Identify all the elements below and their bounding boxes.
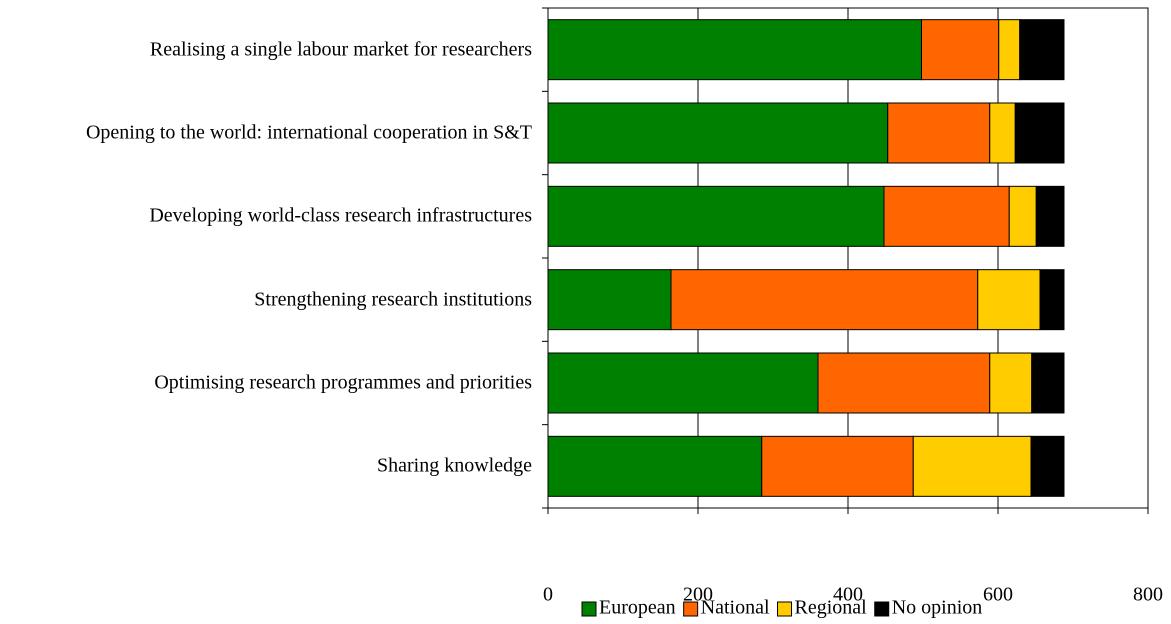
bar bbox=[817, 352, 991, 414]
bar bbox=[1031, 352, 1065, 414]
bar bbox=[883, 185, 1010, 247]
bar bbox=[998, 19, 1021, 81]
legend-label: National bbox=[701, 597, 770, 619]
legend-swatch bbox=[683, 601, 699, 617]
legend-swatch bbox=[581, 601, 597, 617]
y-tick-label: Strengthening research institutions bbox=[254, 288, 532, 311]
x-tick-label: 200 bbox=[683, 584, 713, 606]
legend-label: Regional bbox=[795, 597, 868, 619]
legend-swatch bbox=[777, 601, 793, 617]
y-tick-label: Opening to the world: international coop… bbox=[85, 121, 532, 144]
legend-label: No opinion bbox=[892, 597, 983, 619]
bar bbox=[1019, 19, 1065, 81]
bar bbox=[921, 19, 1000, 81]
bar bbox=[547, 185, 885, 247]
y-tick-label: Realising a single labour market for res… bbox=[149, 38, 532, 61]
bar bbox=[547, 435, 763, 497]
y-tick-label: Sharing knowledge bbox=[377, 454, 532, 477]
bar bbox=[1035, 185, 1065, 247]
x-tick-label: 0 bbox=[543, 584, 553, 606]
bar bbox=[977, 269, 1041, 331]
bar bbox=[761, 435, 914, 497]
legend-label: European bbox=[599, 597, 676, 619]
bar bbox=[1014, 102, 1065, 164]
bar bbox=[1030, 435, 1065, 497]
bar bbox=[547, 102, 889, 164]
bar bbox=[989, 102, 1016, 164]
bar bbox=[547, 269, 672, 331]
x-tick-label: 600 bbox=[983, 584, 1013, 606]
bar bbox=[989, 352, 1033, 414]
bar bbox=[887, 102, 991, 164]
bar bbox=[670, 269, 979, 331]
legend-swatch bbox=[874, 601, 890, 617]
bar bbox=[547, 352, 819, 414]
bar bbox=[1039, 269, 1065, 331]
x-tick-label: 400 bbox=[833, 584, 863, 606]
y-tick-label: Optimising research programmes and prior… bbox=[154, 371, 532, 394]
bar bbox=[547, 19, 922, 81]
bar bbox=[912, 435, 1032, 497]
plot-frame bbox=[547, 7, 1149, 509]
x-tick-label: 800 bbox=[1133, 584, 1163, 606]
y-tick-label: Developing world-class research infrastr… bbox=[149, 204, 532, 227]
bar bbox=[1008, 185, 1037, 247]
